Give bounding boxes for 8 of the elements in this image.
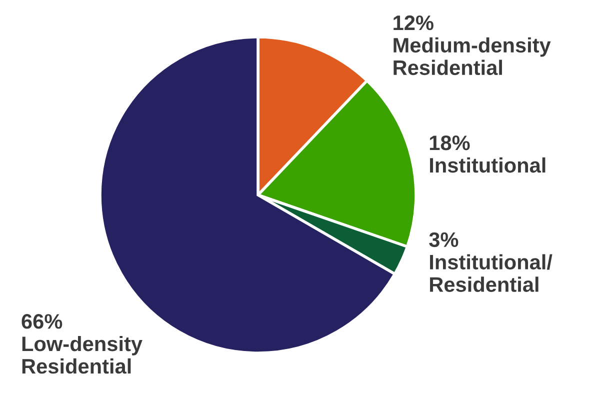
slice-label: Medium-density Residential	[394, 37, 551, 76]
data-label: 18%	[430, 136, 470, 150]
slice-label: Institutional	[430, 157, 546, 173]
data-label: 12%	[394, 15, 434, 30]
data-label: 3%	[429, 232, 458, 248]
slice-label: Institutional/ Residential	[430, 254, 552, 292]
data-label: 66%	[22, 314, 62, 329]
slice-label: Low-density Residential	[22, 336, 142, 374]
